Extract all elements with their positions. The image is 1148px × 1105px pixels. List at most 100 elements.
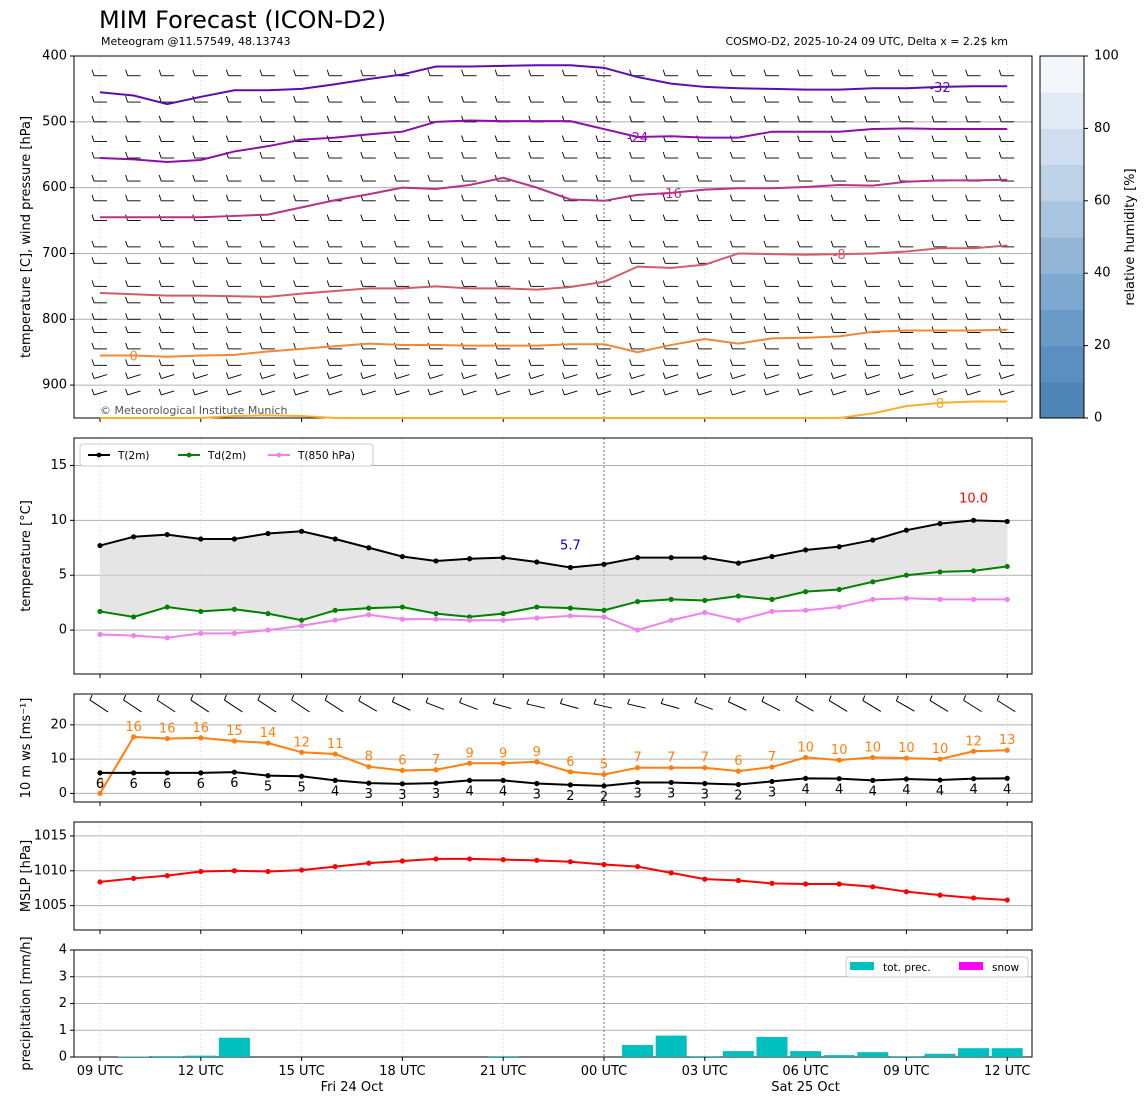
y-tick-label: 800 (42, 312, 67, 327)
y-axis-label: temperature [°C] (19, 500, 34, 612)
mean-wind-value-label: 3 (768, 785, 776, 800)
gust-value-label: 7 (768, 750, 776, 765)
wind-barb-flag (192, 372, 196, 379)
mslp-point (769, 880, 775, 886)
wind-barb-flag (998, 194, 1002, 201)
wind-barb-flag (326, 326, 330, 333)
wind-barb (396, 374, 410, 379)
wind-barb-flag (158, 257, 162, 264)
wind-barb-flag (427, 296, 431, 303)
wind-barb-flag (225, 95, 229, 103)
surface-wind-barb (358, 700, 378, 712)
wind-barb-flag (125, 69, 129, 76)
temperature-point (937, 521, 943, 527)
wind-barb-flag (998, 388, 1002, 396)
wind-barb-flag (326, 240, 330, 248)
wind-barb-flag (797, 214, 801, 221)
surface-wind-barb (392, 701, 411, 711)
wind-barb-flag (192, 313, 196, 320)
surface-wind-barb-flag (761, 696, 765, 702)
temperature-point (399, 616, 405, 622)
wind-point (702, 765, 708, 771)
wind-barb-flag (91, 214, 95, 221)
wind-barb-flag (763, 69, 767, 76)
surface-wind-barb (324, 699, 344, 713)
wind-point (332, 777, 338, 784)
gust-value-label: 9 (465, 746, 473, 761)
wind-barb-flag (125, 240, 129, 248)
x-tick-label: 15 UTC (278, 1064, 324, 1079)
wind-barb-flag (91, 115, 95, 122)
wind-barb-flag (360, 372, 364, 379)
wind-point (164, 735, 170, 742)
wind-barb-flag (696, 313, 700, 320)
wind-barb-flag (461, 194, 465, 201)
wind-barb-flag (965, 135, 969, 142)
wind-barb (93, 390, 108, 396)
wind-barb-flag (461, 135, 465, 142)
temperature-point (836, 604, 842, 610)
surface-wind-barb (896, 700, 915, 712)
wind-barb-flag (830, 69, 834, 76)
wind-barb (396, 390, 410, 396)
precip-bar (151, 1056, 183, 1057)
wind-barb (564, 374, 578, 379)
wind-barb-flag (830, 194, 834, 201)
wind-barb-flag (360, 280, 364, 287)
wind-barb-flag (225, 372, 229, 379)
wind-barb-flag (864, 69, 868, 76)
wind-barb-flag (393, 359, 397, 366)
wind-point (265, 773, 271, 779)
wind-barb (933, 374, 948, 379)
wind-barb-flag (360, 135, 364, 142)
mean-wind-value-label: 3 (701, 787, 709, 802)
wind-barb-flag (91, 280, 95, 287)
wind-barb-flag (998, 257, 1002, 264)
temperature-point (332, 536, 338, 542)
wind-barb-flag (662, 280, 666, 287)
wind-barb-flag (696, 296, 700, 303)
precip-bar (118, 1056, 150, 1057)
surface-wind-barb (493, 702, 512, 710)
x-tick-label: 00 UTC (581, 1064, 627, 1079)
gust-value-label: 7 (701, 751, 709, 766)
wind-barb-flag (998, 115, 1002, 122)
temperature-point (903, 527, 910, 533)
y-tick-label: 1015 (34, 828, 67, 843)
mean-wind-value-label: 3 (398, 788, 406, 803)
wind-barb (866, 374, 880, 379)
temperature-point (332, 617, 338, 623)
surface-wind-barb-flag (559, 698, 563, 704)
wind-barb-flag (662, 115, 666, 122)
gust-value-label: 0 (96, 776, 104, 791)
wind-barb-flag (629, 359, 633, 366)
wind-barb-flag (965, 214, 969, 221)
precip-bar (218, 1037, 250, 1057)
wind-barb-flag (293, 174, 297, 182)
wind-barb-flag (259, 115, 263, 122)
wind-barb-flag (461, 69, 465, 76)
mean-wind-value-label: 2 (600, 790, 608, 805)
wind-barb-flag (393, 280, 397, 287)
wind-barb-flag (461, 372, 465, 379)
wind-barb-flag (259, 174, 263, 182)
wind-barb-flag (326, 151, 330, 159)
y-tick-label: 3 (59, 969, 67, 984)
wind-barb-flag (864, 326, 868, 333)
wind-barb-flag (125, 151, 129, 159)
colorbar-tick-label: 20 (1094, 338, 1111, 353)
wind-barb-flag (629, 280, 633, 287)
mslp-point (467, 856, 473, 862)
wind-barb-flag (125, 257, 129, 264)
wind-barb (295, 390, 309, 396)
wind-barb-flag (393, 135, 397, 142)
wind-barb-flag (360, 69, 364, 76)
temperature-point (164, 531, 170, 538)
wind-barb (261, 374, 276, 379)
wind-point (399, 767, 405, 774)
mean-wind-value-label: 4 (902, 783, 910, 798)
wind-barb-flag (931, 151, 935, 159)
y-tick-label: 900 (42, 378, 67, 393)
wind-barb (732, 374, 746, 379)
wind-barb-flag (864, 214, 868, 221)
